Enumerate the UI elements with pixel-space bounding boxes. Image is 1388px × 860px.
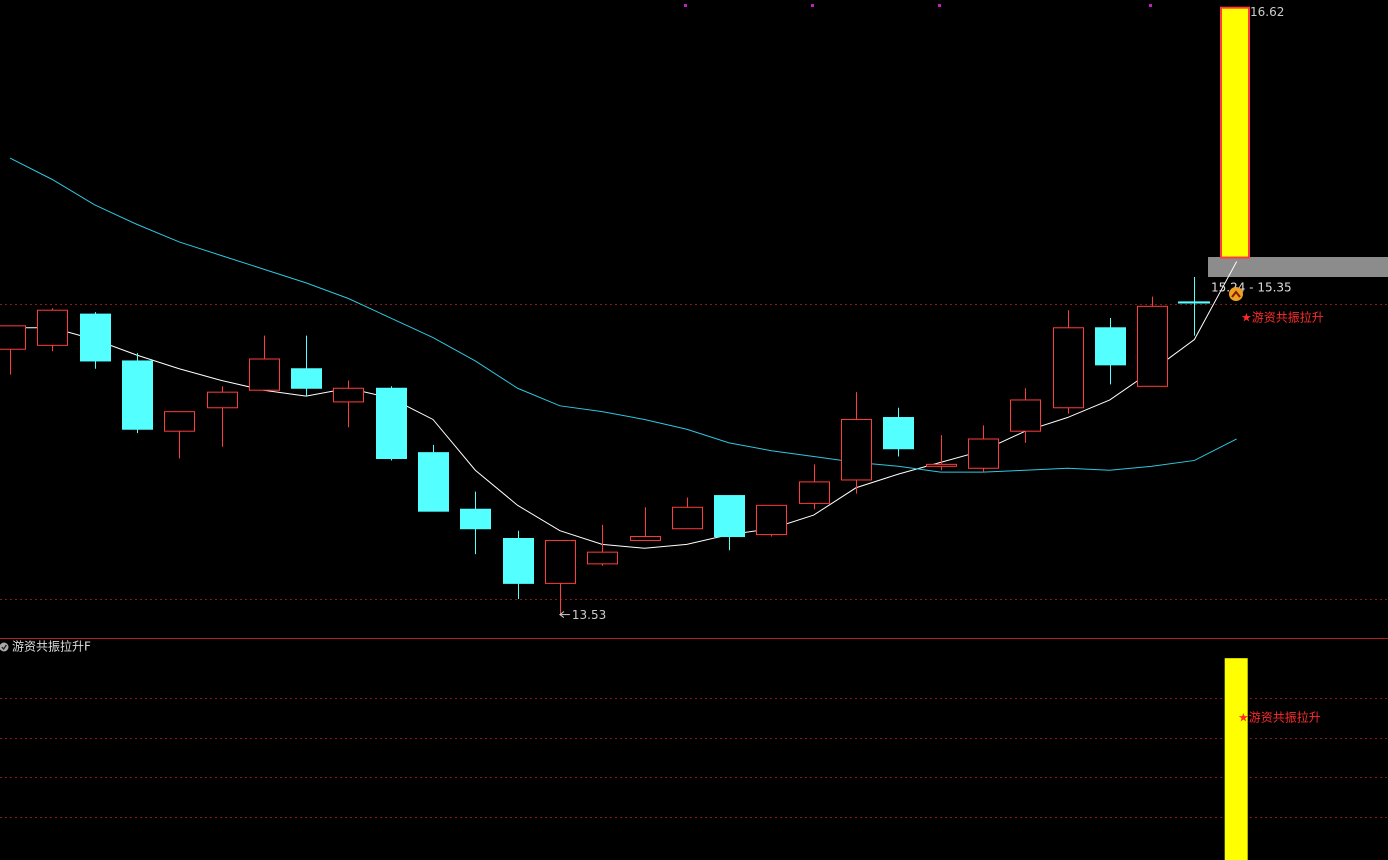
candle-body — [333, 387, 364, 403]
low-arrow-head — [559, 611, 565, 618]
candle-body — [714, 495, 745, 538]
moving-average — [9, 157, 1237, 473]
marker-dot — [684, 4, 687, 7]
marker-dot — [1149, 4, 1152, 7]
candle-body — [291, 368, 322, 389]
indicator-bar — [1224, 658, 1248, 860]
candle-body — [1053, 327, 1084, 409]
candle-body — [164, 411, 195, 432]
candle-body — [587, 551, 618, 565]
marker-dot — [938, 4, 941, 7]
candle-body — [672, 506, 703, 530]
signal-icon — [1229, 287, 1243, 301]
indicator-title: 游资共振拉升F — [12, 639, 91, 654]
price-box — [1208, 257, 1388, 277]
indicator-signal-label: ★游资共振拉升 — [1238, 710, 1321, 725]
candle-body — [418, 452, 449, 512]
marker-dot — [811, 4, 814, 7]
candle-body — [630, 536, 661, 541]
range-label: 15.24 - 15.35 — [1211, 281, 1292, 295]
signal-label: ★游资共振拉升 — [1241, 310, 1324, 325]
candle-body — [968, 438, 999, 469]
candle-body — [37, 309, 68, 346]
candle-body — [926, 463, 957, 467]
top-markers — [684, 4, 1152, 7]
candle-body — [799, 481, 830, 504]
candle-body — [503, 537, 534, 584]
signal-bar — [1220, 6, 1250, 259]
candle-body — [883, 417, 914, 450]
candle-body — [80, 313, 111, 362]
candle-body — [1137, 305, 1168, 387]
candle-body — [1010, 399, 1041, 432]
candle-body — [756, 504, 787, 536]
low-label: 13.53 — [572, 608, 606, 622]
signal-icon-chevron — [1231, 290, 1241, 298]
candle-body — [460, 508, 491, 530]
candle-body — [249, 358, 280, 391]
candle-body — [841, 418, 872, 481]
candle-body — [545, 539, 576, 584]
candle-body — [0, 325, 26, 350]
candle-body — [207, 391, 238, 409]
indicator-grid — [0, 698, 1388, 818]
candle-body — [1095, 327, 1126, 366]
high-label: 16.62 — [1250, 5, 1284, 19]
candle-body — [122, 360, 153, 430]
check-mark — [1, 644, 7, 651]
candle-body — [376, 387, 407, 460]
